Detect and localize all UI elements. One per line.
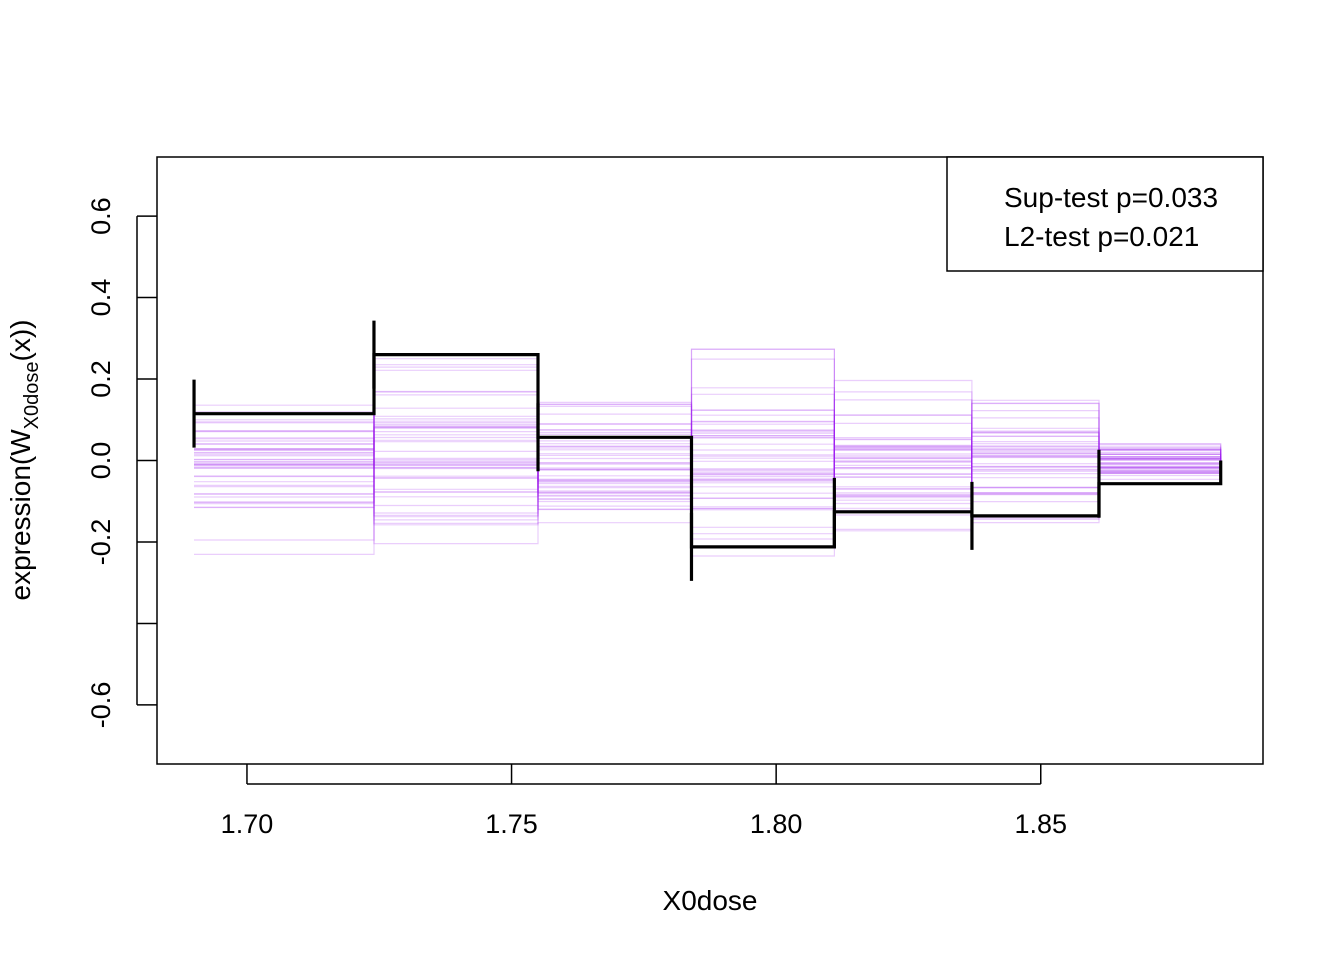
legend-entry-l2-test: L2-test p=0.021 <box>1004 221 1199 252</box>
observed-process-layer <box>192 320 1223 581</box>
y-tick-label: 0.0 <box>86 442 116 480</box>
simulated-path <box>194 403 1222 470</box>
legend: Sup-test p=0.033 L2-test p=0.021 <box>946 156 1264 272</box>
y-tick-label: 0.2 <box>86 360 116 398</box>
x-tick-label: 1.75 <box>485 809 538 839</box>
y-tick-label: 0.4 <box>86 279 116 317</box>
simulated-process-layer <box>194 348 1222 557</box>
simulated-path <box>194 409 1222 495</box>
y-tick-label: 0.6 <box>86 197 116 235</box>
simulated-path <box>194 348 1222 483</box>
x-tick-label: 1.85 <box>1014 809 1067 839</box>
y-tick-label: -0.6 <box>86 682 116 729</box>
simulated-path <box>194 430 1222 501</box>
simulated-path <box>194 405 1222 474</box>
simulated-path <box>194 402 1222 478</box>
simulated-path <box>194 417 1222 498</box>
x-axis-title: X0dose <box>663 885 758 916</box>
x-tick-label: 1.80 <box>750 809 803 839</box>
legend-box <box>946 156 1264 272</box>
y-axis: -0.6 -0.2 0.0 0.2 0.4 0.6 <box>86 197 157 728</box>
x-tick-label: 1.70 <box>221 809 274 839</box>
y-tick-label: -0.2 <box>86 519 116 566</box>
x-axis: 1.70 1.75 1.80 1.85 <box>221 764 1067 839</box>
y-axis-title: expression(WX0dose(x)) <box>5 320 43 601</box>
legend-entry-sup-test: Sup-test p=0.033 <box>1004 182 1218 213</box>
